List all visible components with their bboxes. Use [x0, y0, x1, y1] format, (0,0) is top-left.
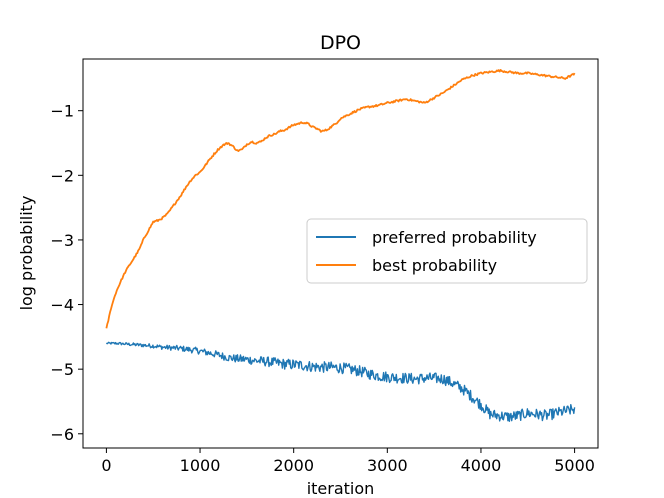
series-line-preferred-probability [105, 341, 576, 422]
plot-frame [82, 58, 599, 449]
x-tick-label: 3000 [367, 456, 408, 475]
y-axis: −1 −2 −3 −4 −5 −6 [50, 102, 83, 444]
legend-label-preferred: preferred probability [372, 228, 537, 247]
x-tick-label: 4000 [461, 456, 502, 475]
series-layer [105, 69, 576, 422]
x-tick-label: 5000 [554, 456, 595, 475]
x-axis-label: iteration [307, 479, 375, 498]
y-tick-label: −1 [50, 102, 74, 121]
chart-title: DPO [320, 32, 361, 54]
y-tick-label: −4 [50, 296, 74, 315]
y-axis-label: log probability [17, 196, 36, 311]
legend-label-best: best probability [372, 256, 497, 275]
x-tick-label: 0 [101, 456, 111, 475]
x-tick-label: 1000 [180, 456, 221, 475]
legend: preferred probability best probability [306, 218, 588, 284]
x-tick-label: 2000 [273, 456, 314, 475]
x-axis: 0 1000 2000 3000 4000 5000 [101, 448, 595, 475]
y-tick-label: −5 [50, 360, 74, 379]
y-tick-label: −2 [50, 166, 74, 185]
y-tick-label: −3 [50, 231, 74, 250]
series-line-best-probability [105, 69, 576, 329]
y-tick-label: −6 [50, 425, 74, 444]
legend-box [306, 218, 588, 284]
